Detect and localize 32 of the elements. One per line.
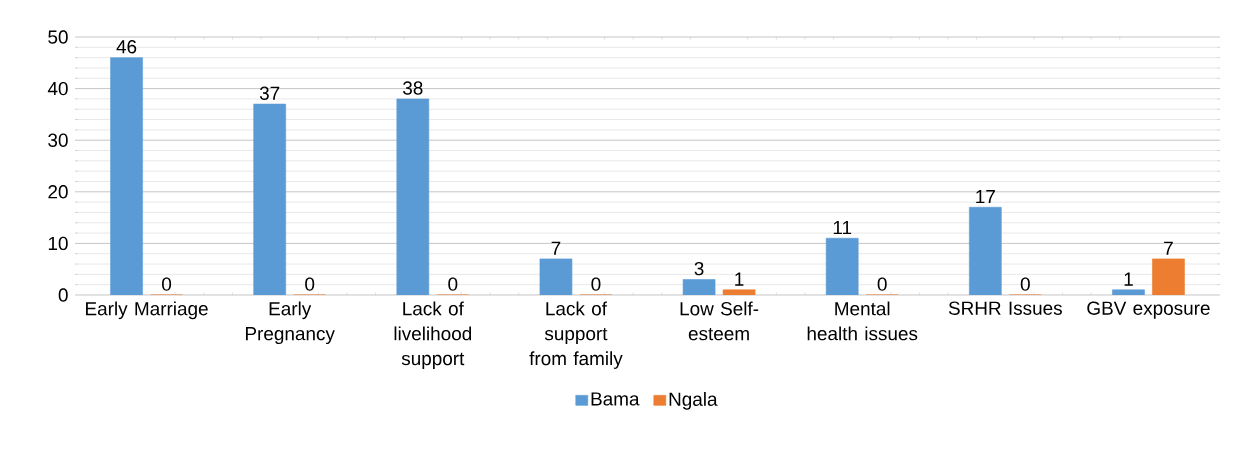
data-label: 0 xyxy=(591,277,601,291)
x-tick-label: Early Marriage xyxy=(86,301,208,320)
data-label: 1 xyxy=(735,272,744,286)
data-label: 0 xyxy=(877,277,887,291)
data-label: 0 xyxy=(1020,277,1030,291)
legend-label: Bama xyxy=(591,392,640,406)
x-tick-label: Mental health issues xyxy=(807,301,918,341)
data-label: 0 xyxy=(162,277,172,291)
y-tick-label: 50 xyxy=(48,30,68,44)
y-tick-label: 20 xyxy=(48,185,68,199)
data-label: 38 xyxy=(403,81,423,95)
data-label: 1 xyxy=(1124,272,1133,286)
data-label: 17 xyxy=(976,190,995,204)
x-tick-label: Early Pregnancy xyxy=(245,301,335,345)
y-tick-label: 10 xyxy=(48,236,68,251)
x-tick-label: Lack of livelihood support xyxy=(394,301,472,369)
data-label: 37 xyxy=(259,86,280,100)
data-label: 46 xyxy=(116,40,137,54)
y-tick-label: 30 xyxy=(48,133,68,147)
data-label: 0 xyxy=(448,277,458,291)
data-label: 11 xyxy=(833,221,852,235)
data-label: 7 xyxy=(1164,241,1173,255)
x-tick-label: Lack of support from family xyxy=(529,301,623,369)
y-tick-label: 0 xyxy=(58,288,68,302)
legend-label: Ngala xyxy=(669,392,718,410)
y-tick-label: 40 xyxy=(47,81,68,96)
data-label: 7 xyxy=(551,241,561,255)
x-tick-label: GBV exposure xyxy=(1087,301,1210,319)
x-tick-label: Low Self-esteem xyxy=(680,301,759,341)
data-label: 0 xyxy=(305,277,315,291)
data-label: 3 xyxy=(694,261,704,276)
x-tick-label: SRHR Issues xyxy=(948,301,1062,315)
